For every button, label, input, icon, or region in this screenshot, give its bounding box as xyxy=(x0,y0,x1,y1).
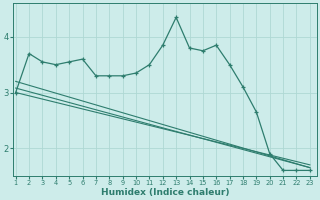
X-axis label: Humidex (Indice chaleur): Humidex (Indice chaleur) xyxy=(100,188,229,197)
